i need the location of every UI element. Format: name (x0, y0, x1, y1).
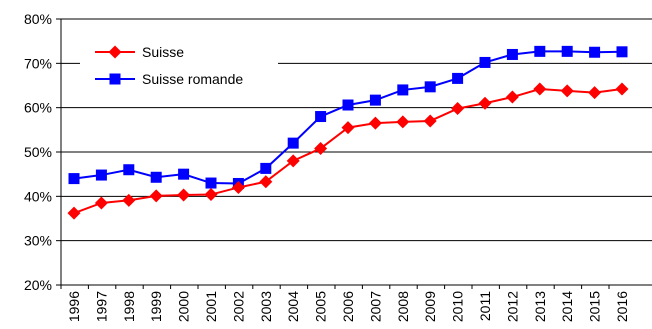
data-point-diamond (451, 102, 465, 116)
x-tick-label: 1998 (121, 291, 137, 322)
data-point-diamond (286, 154, 300, 168)
y-tick-label: 20% (24, 277, 52, 293)
data-point-square (589, 46, 601, 58)
data-point-square (109, 73, 121, 85)
x-tick-label: 1997 (93, 291, 109, 322)
x-tick-label: 2000 (176, 291, 192, 322)
data-point-diamond (533, 82, 547, 96)
x-tick-label: 2007 (367, 291, 383, 322)
data-point-diamond (423, 114, 437, 128)
data-point-diamond (396, 115, 410, 129)
data-point-square (479, 56, 491, 68)
series-group (67, 45, 629, 220)
x-tick-label: 2014 (559, 291, 575, 322)
y-tick-label: 60% (24, 100, 52, 116)
data-point-diamond (149, 189, 163, 203)
x-tick-labels: 1996 1997 1998 1999 2000 2001 2002 2003 2004 2005… (66, 291, 630, 322)
data-point-diamond (505, 90, 519, 104)
data-point-square (424, 81, 436, 93)
data-point-square (342, 99, 354, 111)
data-point-square (178, 168, 190, 180)
x-tick-label: 2001 (203, 291, 219, 322)
data-point-square (205, 177, 217, 189)
x-tick-label: 2012 (504, 291, 520, 322)
x-tick-label: 2003 (258, 291, 274, 322)
x-tick-label: 2010 (450, 291, 466, 322)
legend-label: Suisse romande (142, 71, 243, 87)
data-point-diamond (231, 180, 245, 194)
data-point-square (561, 45, 573, 57)
data-point-diamond (588, 86, 602, 100)
x-tick-label: 2006 (340, 291, 356, 322)
x-tick-label: 2008 (395, 291, 411, 322)
y-tick-labels: 20% 30% 40% 50% 60% 70% 80% (24, 11, 52, 293)
data-point-diamond (259, 175, 273, 189)
x-tick-label: 2004 (285, 291, 301, 322)
y-tick-label: 40% (24, 188, 52, 204)
axes (56, 18, 652, 289)
data-point-diamond (615, 82, 629, 96)
y-tick-label: 80% (24, 11, 52, 27)
data-point-diamond (341, 121, 355, 135)
data-point-square (397, 84, 409, 96)
data-point-diamond (204, 188, 218, 202)
x-tick-label: 2002 (230, 291, 246, 322)
x-tick-label: 2015 (587, 291, 603, 322)
data-point-square (123, 164, 135, 176)
data-point-diamond (108, 45, 122, 59)
x-tick-label: 1999 (148, 291, 164, 322)
x-tick-label: 2009 (422, 291, 438, 322)
x-tick-label: 1996 (66, 291, 82, 322)
data-point-diamond (122, 193, 136, 207)
data-point-square (315, 111, 327, 123)
data-point-square (95, 169, 107, 181)
data-point-diamond (94, 196, 108, 210)
x-tick-label: 2011 (477, 291, 493, 321)
data-point-square (150, 171, 162, 183)
y-tick-label: 70% (24, 55, 52, 71)
data-point-square (616, 46, 628, 58)
data-point-square (534, 45, 546, 57)
x-tick-label: 2013 (532, 291, 548, 322)
y-tick-label: 50% (24, 144, 52, 160)
data-point-diamond (67, 206, 81, 220)
data-point-square (506, 48, 518, 60)
data-point-diamond (314, 141, 328, 155)
legend: Suisse Suisse romande (80, 38, 278, 92)
data-point-diamond (478, 96, 492, 110)
y-tick-label: 30% (24, 233, 52, 249)
series-suisse (67, 82, 629, 220)
data-point-square (369, 94, 381, 106)
data-point-diamond (368, 116, 382, 130)
legend-label: Suisse (142, 44, 184, 60)
data-point-square (452, 72, 464, 84)
data-point-square (68, 173, 80, 185)
data-point-square (287, 137, 299, 149)
data-point-diamond (177, 188, 191, 202)
x-tick-label: 2005 (313, 291, 329, 322)
x-tick-label: 2016 (614, 291, 630, 322)
data-point-square (260, 162, 272, 174)
data-point-diamond (560, 84, 574, 98)
